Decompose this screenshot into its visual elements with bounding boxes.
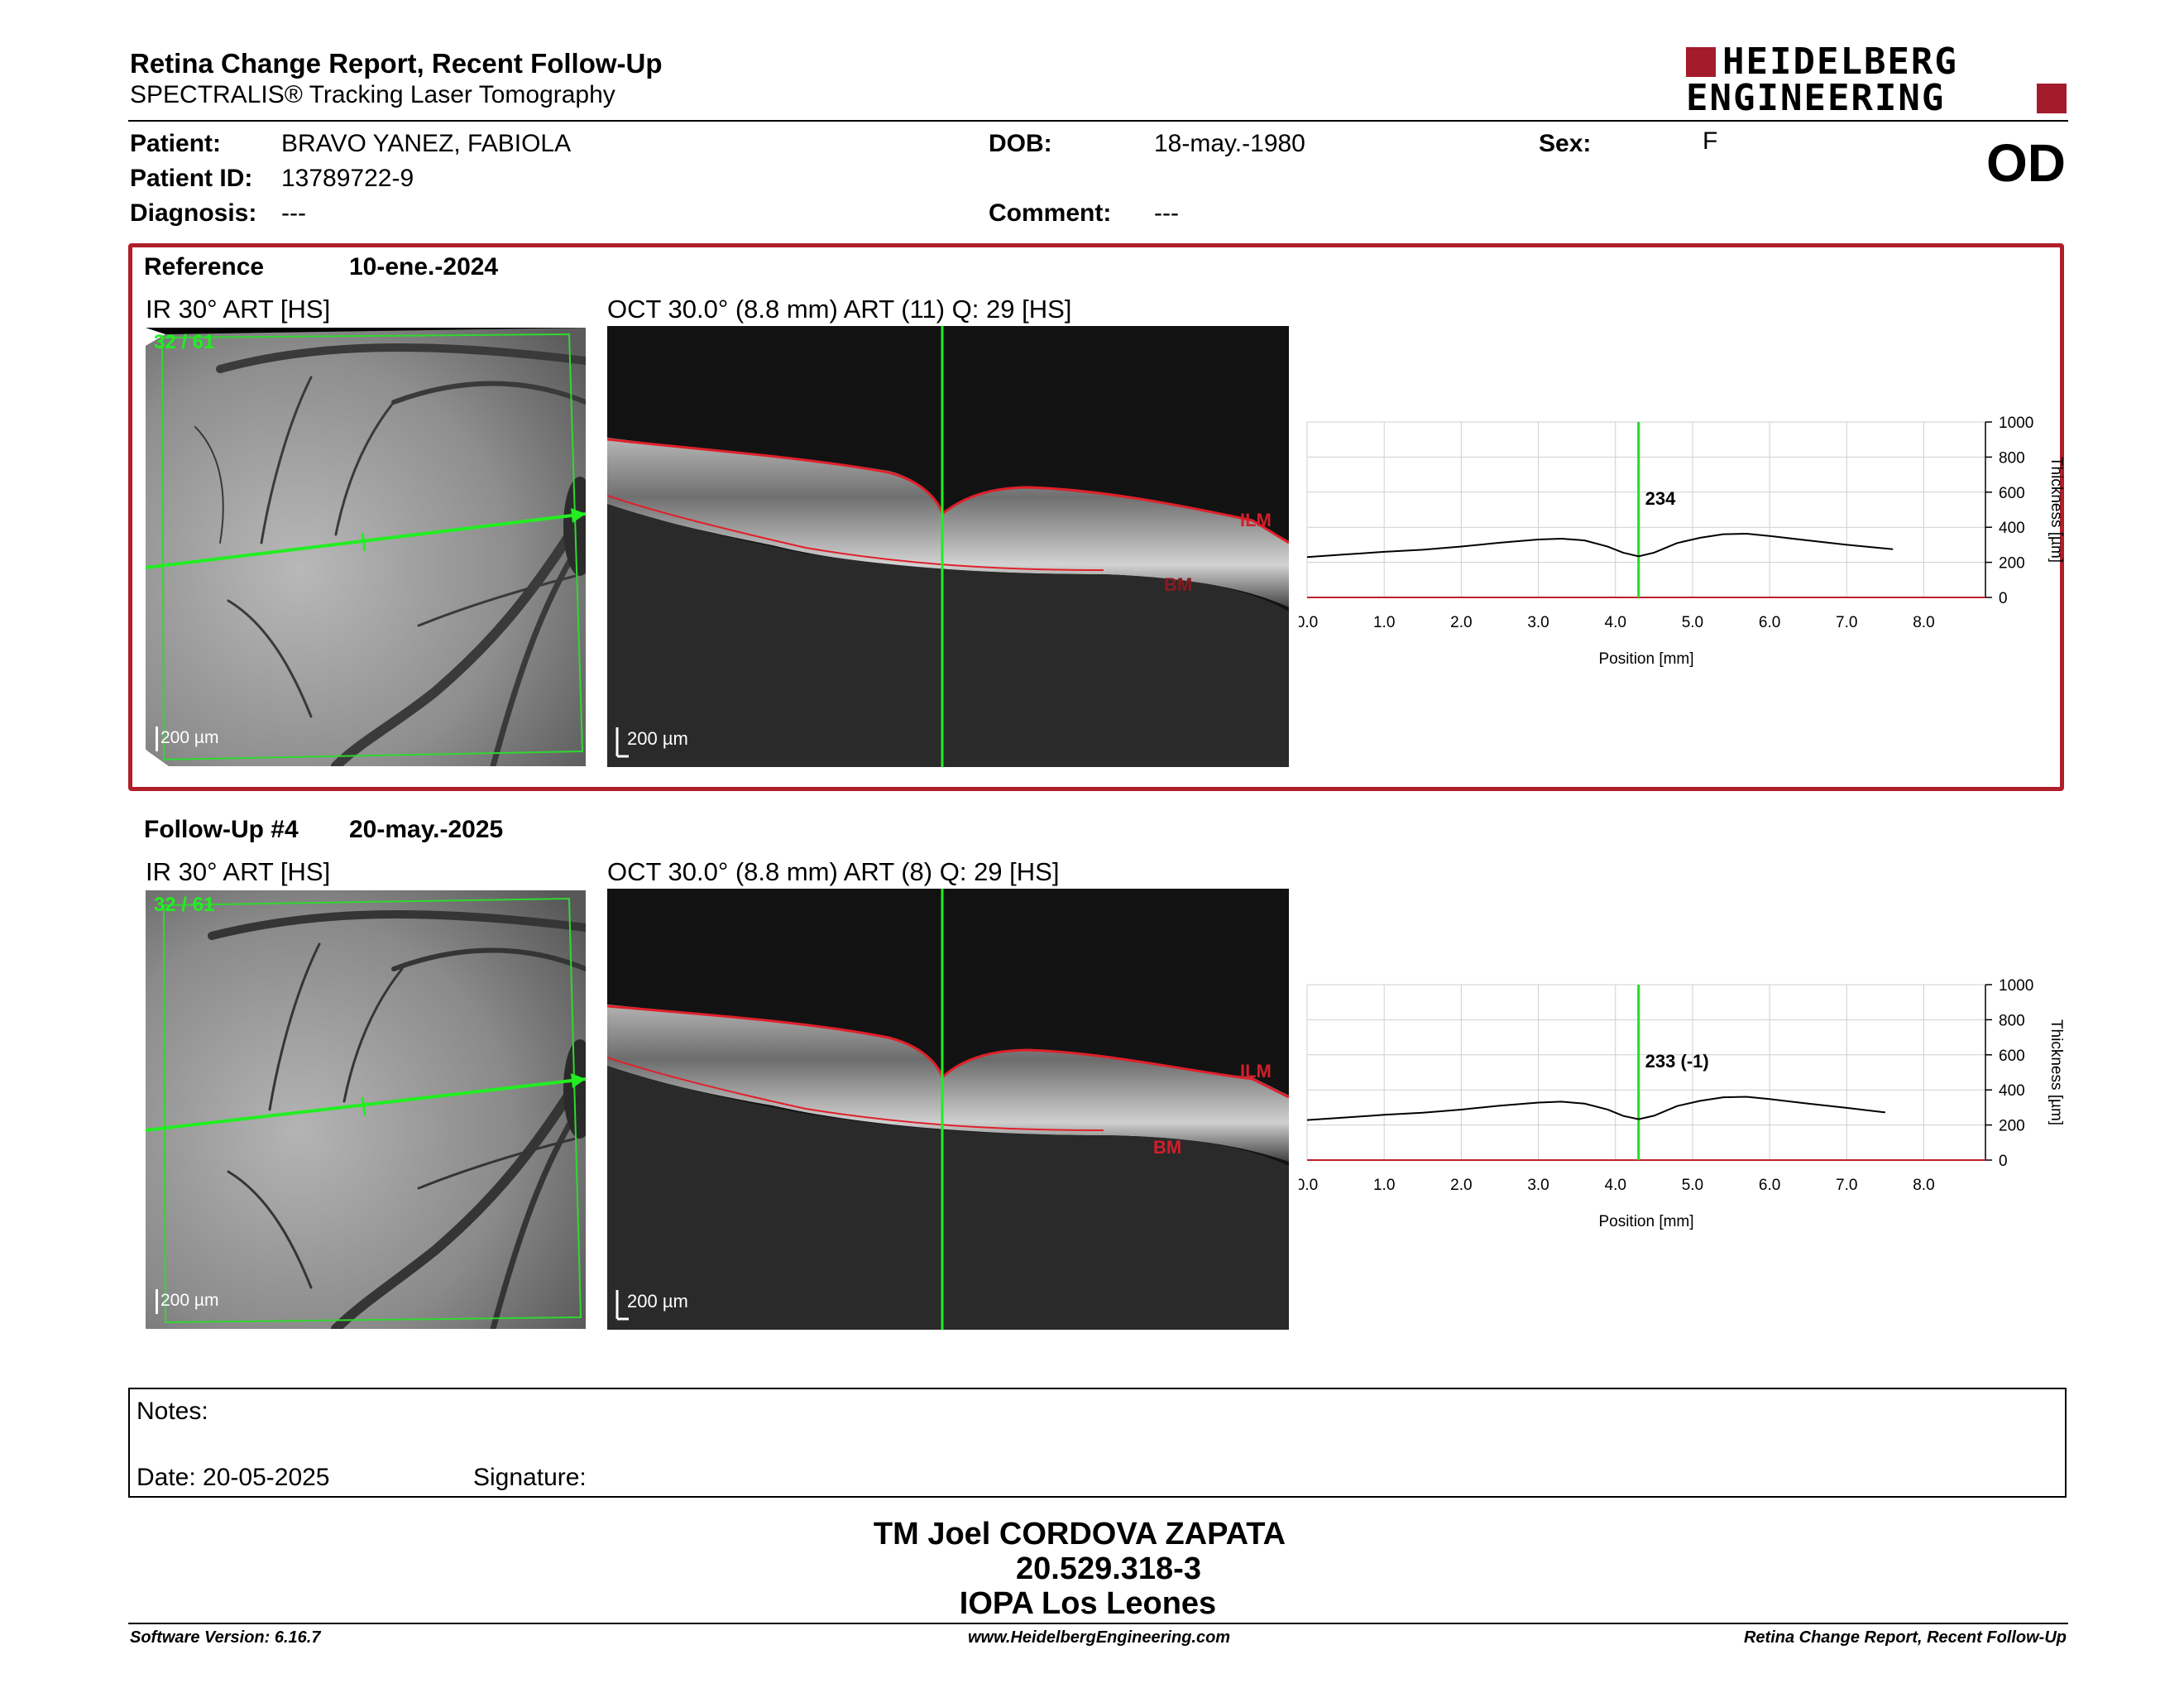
reference-label: Reference <box>144 253 265 281</box>
logo-line1: HEIDELBERG <box>1722 41 1958 83</box>
x-tick-label: 8.0 <box>1913 1177 1934 1194</box>
y-tick-label: 0 <box>1999 590 2008 607</box>
cursor-value-label: 234 <box>1645 488 1676 509</box>
logo-square-icon <box>1686 47 1716 77</box>
sex-value: F <box>1703 127 1718 155</box>
followup-ir-image: 32 / 61 200 µm <box>146 890 586 1329</box>
followup-ir-title: IR 30° ART [HS] <box>146 857 331 886</box>
x-tick-label: 6.0 <box>1759 614 1780 631</box>
x-axis-label: Position [mm] <box>1598 1213 1693 1230</box>
y-tick-label: 200 <box>1999 555 2025 573</box>
y-axis-label: Thickness [µm] <box>2048 1019 2065 1125</box>
patient-id-label: Patient ID: <box>130 165 253 192</box>
reference-oct-title: OCT 30.0° (8.8 mm) ART (11) Q: 29 [HS] <box>607 295 1072 324</box>
x-tick-label: 0.0 <box>1299 1177 1318 1194</box>
y-tick-label: 1000 <box>1999 415 2033 432</box>
y-tick-label: 400 <box>1999 520 2025 537</box>
patient-label: Patient: <box>130 130 222 157</box>
y-tick-label: 800 <box>1999 1012 2025 1029</box>
website-link[interactable]: www.HeidelbergEngineering.com <box>968 1628 1231 1647</box>
scale-bar <box>156 1289 158 1314</box>
reference-scan-index: 32 / 61 <box>154 331 215 353</box>
reference-ir-scale: 200 µm <box>160 728 219 747</box>
reference-oct-image: ILM BM 200 µm <box>607 326 1289 767</box>
thickness-series-line <box>1306 1096 1885 1121</box>
software-version: Software Version: 6.16.7 <box>130 1628 321 1647</box>
x-tick-label: 5.0 <box>1682 614 1703 631</box>
dob-label: DOB: <box>989 130 1052 157</box>
y-axis-label: Thickness [µm] <box>2048 457 2065 563</box>
reference-bm-label: BM <box>1164 574 1193 595</box>
heidelberg-logo: HEIDELBERG ENGINEERING <box>1686 41 2067 119</box>
header-rule <box>128 120 2068 122</box>
y-tick-label: 200 <box>1999 1118 2025 1135</box>
logo-square-icon <box>2037 84 2067 113</box>
followup-oct-scale: 200 µm <box>627 1291 688 1312</box>
x-tick-label: 3.0 <box>1527 614 1549 631</box>
notes-box: Notes: Date: 20-05-2025 Signature: <box>128 1388 2067 1498</box>
diagnosis-label: Diagnosis: <box>130 199 257 227</box>
x-tick-label: 3.0 <box>1527 1177 1549 1194</box>
reference-date: 10-ene.-2024 <box>349 253 499 281</box>
x-tick-label: 1.0 <box>1373 614 1395 631</box>
cursor-value-label: 233 (-1) <box>1645 1051 1709 1072</box>
footer-rule <box>128 1623 2068 1624</box>
patient-name: BRAVO YANEZ, FABIOLA <box>281 130 572 157</box>
x-tick-label: 4.0 <box>1605 1177 1626 1194</box>
report-subtitle: SPECTRALIS® Tracking Laser Tomography <box>130 81 615 108</box>
followup-ir-scale: 200 µm <box>160 1291 219 1310</box>
y-tick-label: 1000 <box>1999 977 2033 995</box>
followup-thickness-chart: 0.0 1.0 2.0 3.0 4.0 5.0 6.0 7.0 8.0 0 200 400 600 800… <box>1299 977 2065 1230</box>
eye-indicator: OD <box>1986 133 2066 193</box>
followup-date: 20-may.-2025 <box>349 816 504 843</box>
followup-bm-label: BM <box>1153 1137 1182 1158</box>
reference-ir-image: 32 / 61 200 µm <box>146 328 586 766</box>
x-axis-label: Position [mm] <box>1598 650 1693 668</box>
reference-oct-scale: 200 µm <box>627 728 688 749</box>
x-tick-label: 7.0 <box>1836 1177 1857 1194</box>
sex-label: Sex: <box>1539 130 1592 157</box>
reference-box <box>128 243 2064 791</box>
followup-oct-title: OCT 30.0° (8.8 mm) ART (8) Q: 29 [HS] <box>607 857 1060 886</box>
x-tick-label: 7.0 <box>1836 614 1857 631</box>
x-tick-label: 2.0 <box>1450 614 1472 631</box>
signer-id: 20.529.318-3 <box>1016 1551 1201 1586</box>
reference-thickness-chart: 0.0 1.0 2.0 3.0 4.0 5.0 6.0 7.0 8.0 0 200 400 600 800… <box>1299 415 2065 668</box>
scale-bar <box>156 727 158 751</box>
signature-label: Signature: <box>473 1464 587 1491</box>
signer-institution: IOPA Los Leones <box>959 1586 1217 1621</box>
x-tick-label: 0.0 <box>1299 614 1318 631</box>
y-tick-label: 400 <box>1999 1082 2025 1100</box>
comment-value: --- <box>1154 199 1179 227</box>
report-title: Retina Change Report, Recent Follow-Up <box>130 48 663 79</box>
x-tick-label: 8.0 <box>1913 614 1934 631</box>
signer-name: TM Joel CORDOVA ZAPATA <box>873 1517 1286 1551</box>
y-tick-label: 0 <box>1999 1153 2008 1170</box>
diagnosis-value: --- <box>281 199 306 227</box>
notes-date: Date: 20-05-2025 <box>136 1464 330 1491</box>
notes-label: Notes: <box>136 1398 208 1425</box>
footer-report-name: Retina Change Report, Recent Follow-Up <box>1743 1628 2067 1647</box>
followup-ilm-label: ILM <box>1240 1061 1272 1081</box>
x-tick-label: 1.0 <box>1373 1177 1395 1194</box>
patient-id: 13789722-9 <box>281 165 414 192</box>
reference-ilm-label: ILM <box>1240 510 1272 530</box>
thickness-series-line <box>1306 533 1894 559</box>
x-tick-label: 2.0 <box>1450 1177 1472 1194</box>
y-tick-label: 600 <box>1999 485 2025 502</box>
x-tick-label: 5.0 <box>1682 1177 1703 1194</box>
comment-label: Comment: <box>989 199 1112 227</box>
logo-line2: ENGINEERING <box>1686 77 1946 119</box>
dob-value: 18-may.-1980 <box>1154 130 1305 157</box>
reference-ir-title: IR 30° ART [HS] <box>146 295 331 324</box>
y-tick-label: 800 <box>1999 449 2025 467</box>
followup-label: Follow-Up #4 <box>144 816 299 843</box>
x-tick-label: 4.0 <box>1605 614 1626 631</box>
followup-scan-index: 32 / 61 <box>154 894 215 916</box>
x-tick-label: 6.0 <box>1759 1177 1780 1194</box>
y-tick-label: 600 <box>1999 1048 2025 1065</box>
followup-oct-image: ILM BM 200 µm <box>607 889 1289 1330</box>
